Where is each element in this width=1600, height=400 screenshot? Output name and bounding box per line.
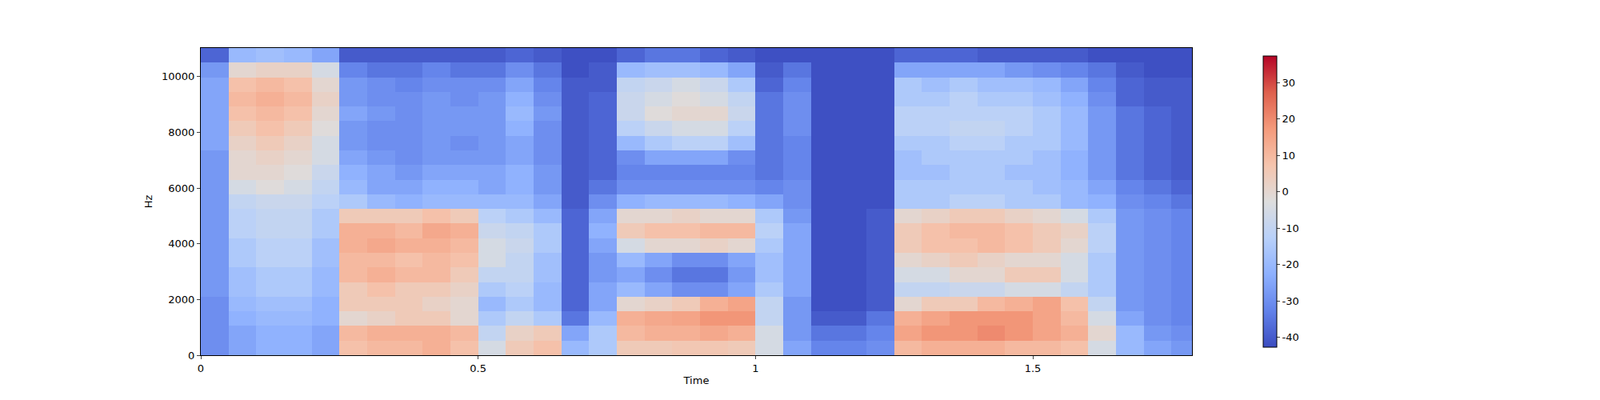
svg-text:4000: 4000 (168, 237, 195, 250)
svg-text:Time: Time (683, 374, 710, 387)
svg-text:6000: 6000 (168, 182, 195, 195)
svg-text:0: 0 (197, 362, 204, 375)
svg-text:-20: -20 (1282, 258, 1300, 271)
svg-text:10000: 10000 (161, 70, 195, 83)
svg-text:0: 0 (188, 349, 195, 362)
svg-text:1: 1 (752, 362, 759, 375)
svg-text:0: 0 (1282, 185, 1289, 198)
svg-text:2000: 2000 (168, 293, 195, 306)
svg-text:10: 10 (1282, 149, 1296, 162)
svg-text:-30: -30 (1282, 295, 1300, 308)
svg-text:Hz: Hz (142, 195, 155, 209)
svg-text:30: 30 (1282, 76, 1296, 89)
svg-text:1.5: 1.5 (1024, 362, 1042, 375)
svg-text:8000: 8000 (168, 126, 195, 139)
svg-text:-40: -40 (1282, 331, 1300, 344)
svg-text:-10: -10 (1282, 222, 1300, 235)
svg-text:20: 20 (1282, 112, 1296, 125)
svg-text:0.5: 0.5 (469, 362, 487, 375)
